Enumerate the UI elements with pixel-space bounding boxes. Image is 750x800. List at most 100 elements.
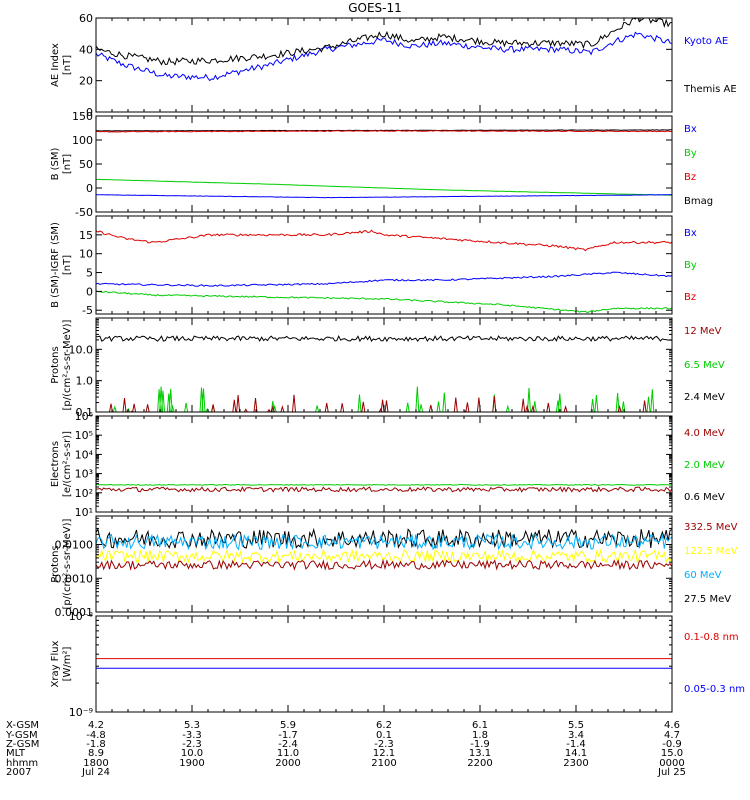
- y-tick-label: 0: [86, 106, 93, 119]
- axis-cell: -1.8: [86, 739, 106, 750]
- y-axis-label: [p/(cm²-s-sr-MeV)]: [62, 319, 73, 410]
- y-tick-label: 0.1: [76, 406, 94, 419]
- legend-entry: Bx: [684, 228, 697, 239]
- y-tick-label: 50: [79, 158, 93, 171]
- axis-cell: 14.1: [565, 748, 587, 759]
- axis-cell: -2.3: [182, 739, 202, 750]
- axis-cell: 4.6: [664, 720, 680, 731]
- y-axis-label: B (SM)-IGRF (SM): [50, 222, 61, 308]
- legend-entry: 2.4 MeV: [684, 392, 725, 403]
- axis-cell: -1.9: [470, 739, 490, 750]
- legend-entry: 60 MeV: [684, 570, 722, 581]
- axis-cell: -3.3: [182, 730, 202, 741]
- y-tick-label: 15: [79, 229, 93, 242]
- legend-entry: 6.5 MeV: [684, 360, 725, 371]
- y-axis-label: AE Index: [50, 43, 61, 87]
- axis-cell: 2200: [467, 758, 492, 769]
- axis-cell: -1.7: [278, 730, 298, 741]
- legend-entry: 122.5 MeV: [684, 546, 738, 557]
- series-4-0-mev: [96, 486, 672, 493]
- figure-title: GOES-11: [348, 1, 402, 15]
- y-axis-label: [nT]: [62, 255, 73, 275]
- legend-entry: 4.0 MeV: [684, 428, 725, 439]
- y-tick-label: 10⁴: [75, 448, 94, 461]
- series-122-5-mev: [96, 548, 672, 564]
- panel-frame: [95, 615, 673, 713]
- axis-cell: 6.2: [376, 720, 392, 731]
- y-tick-label: -5: [82, 304, 93, 317]
- axis-cell: -2.3: [374, 739, 394, 750]
- panel-b_igrf: -5 0 5 10 15 B (SM)-IGRF (SM) [nT] Bx By Bz: [50, 215, 697, 317]
- legend-entry: Bz: [684, 172, 696, 183]
- axis-cell: 0.1: [376, 730, 392, 741]
- series-60-mev: [96, 533, 672, 551]
- y-tick-label: -50: [75, 206, 93, 219]
- series-bmag: [96, 129, 672, 132]
- series-by: [96, 178, 672, 196]
- axis-row-label: Z-GSM: [6, 739, 39, 750]
- series-themis-ae: [96, 18, 672, 66]
- y-tick-label: 0: [86, 182, 93, 195]
- series-2-4-mev: [96, 335, 672, 343]
- axis-cell: 4.7: [664, 730, 680, 741]
- y-axis-label: Protons: [50, 545, 61, 582]
- axis-cell: -4.8: [86, 730, 106, 741]
- axis-cell: 13.1: [469, 748, 491, 759]
- series-12-mev: [109, 394, 647, 412]
- y-tick-label: 0.0001: [55, 606, 94, 619]
- panel-xray: 10⁻⁹ 10⁻⁸ Xray Flux [W/m²] 0.1-0.8 nm 0.05-0.…: [50, 610, 745, 719]
- legend-entry: By: [684, 148, 697, 159]
- series-bx: [96, 271, 672, 287]
- legend-entry: Themis AE: [683, 84, 737, 95]
- y-axis-label: Protons: [50, 346, 61, 383]
- y-tick-label: 0: [86, 285, 93, 298]
- axis-cell: 1900: [179, 758, 204, 769]
- axis-cell: 15.0: [661, 748, 683, 759]
- y-tick-label: 0.0100: [55, 539, 94, 552]
- y-tick-label: 100: [72, 134, 93, 147]
- y-tick-label: 10²: [75, 487, 93, 500]
- legend-entry: 2.0 MeV: [684, 460, 725, 471]
- y-tick-label: 10⁻⁹: [69, 706, 93, 719]
- panel-ae: 0 20 40 60 AE Index [nT] Kyoto AE Themis AE: [50, 12, 737, 119]
- legend-entry: Bmag: [684, 196, 713, 207]
- legend-entry: 0.6 MeV: [684, 492, 725, 503]
- axis-row-label: 2007: [6, 767, 31, 778]
- legend-entry: 27.5 MeV: [684, 594, 731, 605]
- panel-frame: [95, 317, 673, 413]
- series-6-5-mev: [112, 386, 655, 412]
- axis-row-label: hhmm: [6, 758, 38, 769]
- panel-frame: [95, 415, 673, 513]
- axis-row-label: Y-GSM: [5, 730, 38, 741]
- y-tick-label: 40: [79, 43, 93, 56]
- axis-cell: -1.4: [566, 739, 586, 750]
- series-bz: [96, 129, 672, 133]
- axis-cell: 2100: [371, 758, 396, 769]
- axis-cell: 10.0: [181, 748, 203, 759]
- legend-entry: Bx: [684, 124, 697, 135]
- axis-cell: 2000: [275, 758, 300, 769]
- legend-entry: 12 MeV: [684, 326, 722, 337]
- axis-cell: 3.4: [568, 730, 584, 741]
- y-axis-label: [W/m²]: [62, 646, 73, 681]
- legend-entry: 0.05-0.3 nm: [684, 684, 745, 695]
- y-axis-label: [nT]: [62, 55, 73, 75]
- legend-entry: Bz: [684, 292, 696, 303]
- y-axis-label: [nT]: [62, 154, 73, 174]
- y-tick-label: 20: [79, 75, 93, 88]
- series-kyoto-ae: [96, 31, 672, 82]
- y-tick-label: 10¹: [75, 506, 93, 519]
- y-axis-label: [e/(cm²-s-sr)]: [62, 431, 73, 497]
- series-bx: [96, 194, 672, 199]
- y-tick-label: 10⁻⁸: [69, 610, 94, 623]
- legend-entry: 332.5 MeV: [684, 522, 738, 533]
- y-tick-label: 0.0010: [55, 572, 94, 585]
- panel-protons: 0.1 1.0 10.0 Protons [p/(cm²-s-sr-MeV)] 12 Me…: [50, 317, 725, 419]
- y-tick-label: 10⁵: [75, 429, 93, 442]
- panel-electrons: 10¹ 10² 10³ 10⁴ 10⁵ 10⁶ Electrons [e/(cm²-s-sr)…: [50, 410, 725, 519]
- legend-entry: Kyoto AE: [684, 36, 728, 47]
- y-tick-label: 1.0: [76, 375, 94, 388]
